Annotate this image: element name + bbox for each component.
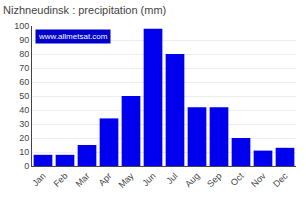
svg-text:30: 30 [19, 119, 29, 129]
svg-text:Jan: Jan [30, 171, 47, 188]
svg-text:50: 50 [19, 91, 29, 101]
svg-text:Sep: Sep [205, 171, 223, 189]
svg-text:May: May [116, 170, 135, 189]
svg-text:Jul: Jul [164, 171, 179, 186]
svg-text:www.allmetsat.com: www.allmetsat.com [38, 32, 108, 41]
svg-text:0: 0 [24, 161, 29, 171]
svg-text:Nov: Nov [249, 170, 268, 189]
svg-text:60: 60 [19, 77, 29, 87]
svg-text:Nizhneudinsk : precipitation (: Nizhneudinsk : precipitation (mm) [3, 4, 166, 16]
svg-text:Oct: Oct [229, 170, 246, 187]
svg-text:Feb: Feb [52, 171, 70, 189]
svg-text:20: 20 [19, 133, 29, 143]
svg-text:40: 40 [19, 105, 29, 115]
svg-text:100: 100 [14, 21, 29, 31]
svg-text:Aug: Aug [183, 171, 201, 189]
svg-text:80: 80 [19, 49, 29, 59]
svg-text:90: 90 [19, 35, 29, 45]
svg-text:Mar: Mar [74, 171, 92, 189]
svg-text:Dec: Dec [271, 170, 290, 189]
svg-text:10: 10 [19, 147, 29, 157]
svg-text:70: 70 [19, 63, 29, 73]
svg-text:Apr: Apr [97, 171, 114, 188]
svg-text:Jun: Jun [140, 171, 157, 188]
